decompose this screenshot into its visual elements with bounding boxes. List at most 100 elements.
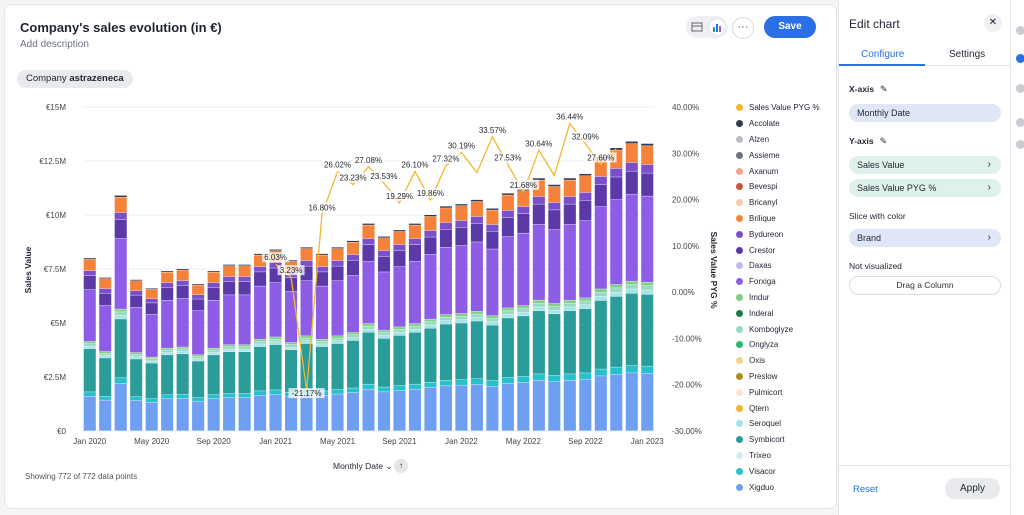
legend-item[interactable]: Komboglyze: [736, 321, 820, 337]
bar-segment: [99, 351, 112, 354]
legend-item[interactable]: Seroquel: [736, 416, 820, 432]
legend-item[interactable]: Bevespi: [736, 179, 820, 195]
legend-item[interactable]: Oxis: [736, 353, 820, 369]
bar-segment: [192, 401, 205, 431]
apply-button[interactable]: Apply: [945, 478, 1000, 499]
legend-item[interactable]: Brilique: [736, 211, 820, 227]
pencil-icon[interactable]: ✎: [879, 136, 888, 146]
bar-segment: [455, 319, 468, 323]
bar-segment: [207, 300, 220, 348]
x-tick-label: Sep 2020: [197, 437, 232, 446]
bar-segment: [346, 392, 360, 431]
tab-settings[interactable]: Settings: [949, 49, 986, 60]
legend-item[interactable]: Inderal: [736, 305, 820, 321]
legend-item[interactable]: Bricanyl: [736, 195, 820, 211]
bar-segment: [207, 272, 220, 283]
bar-segment: [331, 260, 344, 266]
data-label-bg: [368, 171, 400, 182]
data-label-bg: [352, 154, 385, 165]
slice-field-brand[interactable]: Brand ›: [849, 229, 1001, 247]
bar-segment: [331, 394, 344, 431]
legend-item[interactable]: Alzen: [736, 132, 820, 148]
sort-ascending-button[interactable]: ↑: [394, 459, 408, 473]
bar-segment: [470, 317, 483, 321]
bar-segment: [362, 329, 375, 333]
legend-item[interactable]: Qtern: [736, 400, 820, 416]
bar-segment: [83, 341, 96, 344]
bar-segment: [393, 385, 406, 391]
xaxis-selector[interactable]: Monthly Date ⌄: [333, 461, 393, 472]
legend-item[interactable]: Visacor: [736, 463, 820, 479]
pyg-data-label: 36.44%: [556, 112, 583, 121]
tab-configure[interactable]: Configure: [861, 49, 905, 60]
rail-icon[interactable]: [1016, 26, 1024, 35]
bar-segment: [254, 286, 267, 340]
rail-icon[interactable]: [1016, 118, 1024, 127]
legend-swatch: [736, 467, 743, 475]
bar-segment: [130, 400, 143, 431]
legend-item[interactable]: Crestor: [736, 242, 820, 258]
legend-item[interactable]: Bydureon: [736, 226, 820, 242]
description-placeholder[interactable]: Add description: [20, 39, 89, 50]
bar-segment: [99, 278, 112, 289]
legend-item[interactable]: Onglyza: [736, 337, 820, 353]
y-tick-label: €15M: [46, 103, 66, 112]
chart-title[interactable]: Company's sales evolution (in €): [20, 20, 222, 35]
bar-segment: [99, 305, 112, 352]
legend-swatch: [736, 151, 743, 159]
legend-item[interactable]: Xigduo: [736, 479, 820, 495]
bar-segment: [548, 381, 561, 431]
pyg-data-label: 26.10%: [401, 160, 428, 169]
bar-segment: [455, 220, 468, 228]
pyg-line: [275, 122, 617, 391]
close-icon[interactable]: ✕: [984, 14, 1002, 32]
bar-segment: [300, 343, 313, 390]
legend-item[interactable]: Axanum: [736, 163, 820, 179]
legend-item[interactable]: Accolate: [736, 116, 820, 132]
rail-icon[interactable]: [1016, 54, 1024, 63]
legend-swatch: [736, 451, 743, 459]
yaxis-field-pyg[interactable]: Sales Value PYG % ›: [849, 179, 1001, 197]
bar-segment: [238, 276, 251, 282]
bar-segment: [377, 332, 391, 336]
legend-item[interactable]: Trixeo: [736, 448, 820, 464]
rail-icon[interactable]: [1016, 84, 1024, 93]
table-view-icon[interactable]: [689, 19, 705, 35]
bar-segment: [130, 359, 143, 397]
bar-segment: [408, 326, 421, 329]
bar-segment: [393, 266, 406, 327]
bar-segment: [83, 259, 96, 271]
legend-item[interactable]: Preslow: [736, 369, 820, 385]
view-toggle[interactable]: [686, 16, 728, 38]
bar-segment: [192, 361, 205, 398]
y2-tick-label: -30.00%: [672, 427, 702, 436]
bar-segment: [269, 337, 282, 339]
pencil-icon[interactable]: ✎: [880, 84, 888, 94]
legend-item[interactable]: Daxas: [736, 258, 820, 274]
yaxis-field-sales-value[interactable]: Sales Value ›: [849, 156, 1001, 174]
x-tick-label: Sep 2022: [568, 437, 603, 446]
legend-item[interactable]: Imdur: [736, 290, 820, 306]
bar-segment: [83, 289, 96, 342]
legend-item[interactable]: Symbicort: [736, 432, 820, 448]
drag-column-dropzone[interactable]: Drag a Column: [849, 276, 1001, 295]
legend-item[interactable]: Pulmicort: [736, 384, 820, 400]
legend-item[interactable]: Sales Value PYG %: [736, 100, 820, 116]
bar-segment: [424, 254, 437, 319]
filter-chip[interactable]: Company astrazeneca: [17, 70, 133, 88]
save-button[interactable]: Save: [764, 16, 816, 38]
rail-icon[interactable]: [1016, 140, 1024, 149]
bar-segment: [300, 336, 313, 338]
legend-item[interactable]: Forxiga: [736, 274, 820, 290]
reset-button[interactable]: Reset: [853, 484, 878, 495]
legend-swatch: [736, 293, 743, 301]
more-options-button[interactable]: ···: [732, 17, 754, 39]
bar-segment: [548, 210, 561, 230]
chart-view-icon[interactable]: [709, 19, 725, 35]
legend-item[interactable]: Assieme: [736, 147, 820, 163]
x-tick-label: May 2020: [134, 437, 170, 446]
xaxis-field[interactable]: Monthly Date: [849, 104, 1001, 122]
bar-segment: [362, 261, 375, 324]
data-label-bg: [414, 188, 447, 199]
data-label-bg: [584, 152, 617, 163]
